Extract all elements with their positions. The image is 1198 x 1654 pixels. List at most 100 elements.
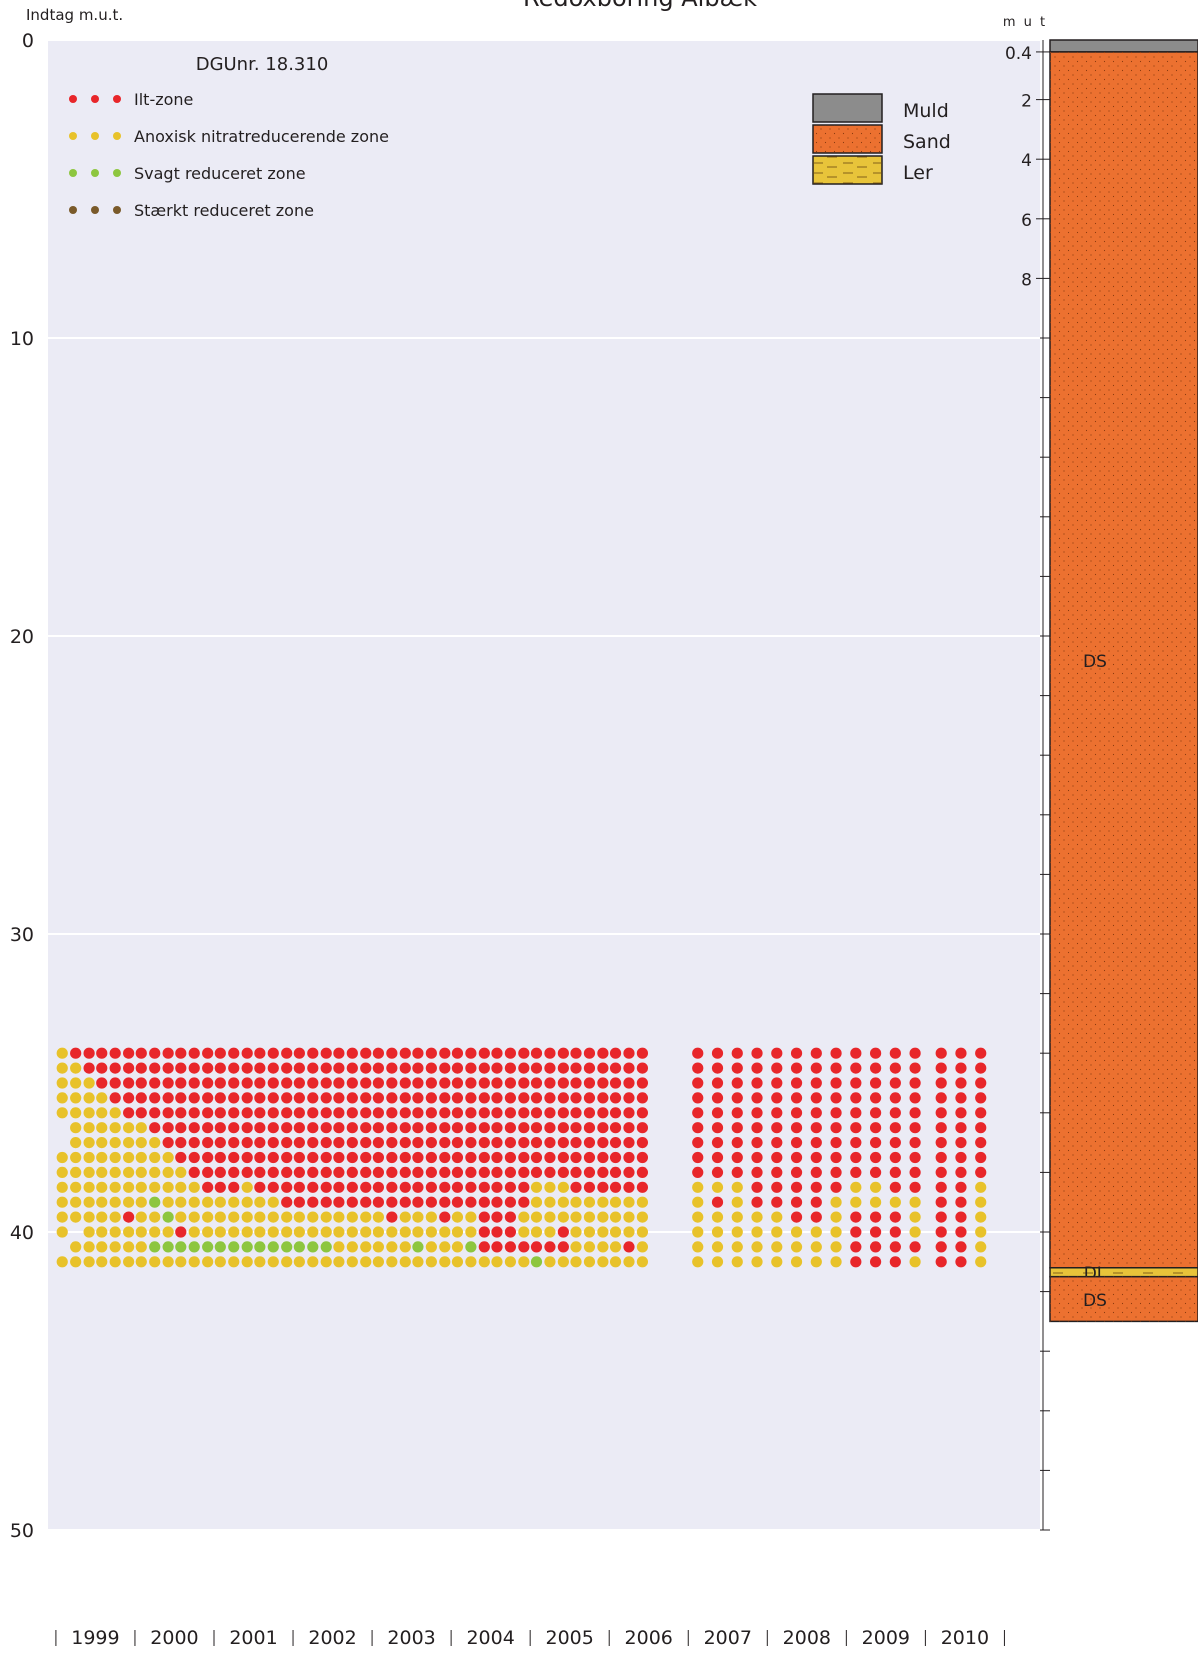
zone-dot	[254, 1166, 266, 1178]
zone-dot	[109, 1256, 121, 1268]
zone-dot	[241, 1226, 253, 1238]
zone-dot	[281, 1062, 293, 1074]
zone-dot	[346, 1151, 358, 1164]
zone-dot	[399, 1107, 411, 1119]
zone-dot	[412, 1196, 424, 1208]
zone-dot	[830, 1047, 842, 1059]
zone-dot	[850, 1196, 862, 1208]
zone-dot	[83, 1077, 95, 1089]
legend-dot	[91, 132, 99, 140]
zone-dot	[692, 1092, 704, 1104]
zone-dot	[751, 1256, 763, 1268]
legend-label: Stærkt reduceret zone	[134, 201, 314, 220]
zone-dot	[751, 1122, 763, 1134]
zone-dot	[162, 1241, 174, 1253]
zone-dot	[320, 1047, 332, 1059]
zone-dot	[254, 1181, 266, 1193]
zone-dot	[56, 1092, 68, 1104]
zone-dot	[692, 1241, 704, 1253]
zone-dot	[360, 1062, 372, 1074]
zone-dot	[307, 1166, 319, 1178]
zone-dot	[399, 1211, 411, 1223]
zone-dot	[83, 1241, 95, 1253]
zone-dot	[597, 1077, 609, 1089]
zone-dot	[439, 1107, 451, 1119]
zone-dot	[830, 1196, 842, 1208]
zone-dot	[149, 1062, 161, 1074]
zone-dot	[123, 1151, 135, 1164]
zone-dot	[333, 1077, 345, 1089]
zone-dot	[360, 1241, 372, 1253]
zone-dot	[360, 1092, 372, 1104]
legend-dot	[91, 169, 99, 177]
zone-dot	[830, 1151, 842, 1164]
zone-dot	[254, 1196, 266, 1208]
x-tick-label: 2005	[546, 1627, 594, 1649]
log-tick-label: 4	[1021, 151, 1032, 171]
zone-dot	[293, 1062, 305, 1074]
zone-dot	[83, 1196, 95, 1208]
zone-dot	[465, 1047, 477, 1059]
zone-dot	[465, 1256, 477, 1268]
zone-dot	[451, 1226, 464, 1238]
zone-dot	[162, 1211, 174, 1223]
zone-dot	[597, 1107, 609, 1119]
zone-dot	[771, 1151, 783, 1164]
zone-dot	[530, 1137, 543, 1149]
zone-dot	[935, 1077, 947, 1089]
zone-dot	[386, 1196, 398, 1208]
zone-dot	[346, 1181, 358, 1193]
zone-dot	[570, 1241, 582, 1253]
zone-dot	[109, 1107, 121, 1119]
zone-dot	[188, 1092, 200, 1104]
zone-dot	[465, 1092, 477, 1104]
zone-dot	[333, 1256, 345, 1268]
zone-dot	[175, 1181, 187, 1193]
zone-dot	[333, 1166, 345, 1178]
zone-dot	[241, 1062, 253, 1074]
zone-dot	[293, 1196, 305, 1208]
zone-dot	[889, 1137, 901, 1149]
zone-dot	[135, 1196, 147, 1208]
zone-dot	[333, 1047, 345, 1059]
zone-dot	[478, 1137, 490, 1149]
zone-dot	[975, 1047, 987, 1059]
zone-dot	[320, 1166, 332, 1178]
zone-dot	[544, 1226, 556, 1238]
zone-dot	[609, 1062, 622, 1074]
zone-dot	[504, 1047, 517, 1059]
annotation: DGUnr. 18.310	[196, 54, 329, 75]
zone-dot	[372, 1107, 385, 1119]
zone-dot	[425, 1151, 437, 1164]
zone-dot	[518, 1181, 530, 1193]
zone-dot	[188, 1151, 200, 1164]
zone-dot	[491, 1062, 503, 1074]
zone-dot	[570, 1062, 582, 1074]
zone-dot	[372, 1226, 385, 1238]
zone-dot	[188, 1107, 200, 1119]
zone-dot	[478, 1151, 490, 1164]
zone-dot	[202, 1107, 214, 1119]
zone-dot	[889, 1062, 901, 1074]
zone-dot	[544, 1181, 556, 1193]
zone-dot	[175, 1062, 187, 1074]
zone-dot	[320, 1226, 332, 1238]
zone-dot	[478, 1181, 490, 1193]
zone-dot	[202, 1256, 214, 1268]
zone-dot	[293, 1256, 305, 1268]
log-texture	[1050, 51, 1198, 1268]
zone-dot	[557, 1211, 569, 1223]
zone-dot	[692, 1211, 704, 1223]
zone-dot	[346, 1241, 358, 1253]
zone-dot	[909, 1107, 921, 1119]
zone-dot	[83, 1166, 95, 1178]
zone-dot	[425, 1211, 437, 1223]
zone-dot	[609, 1196, 622, 1208]
zone-dot	[254, 1092, 266, 1104]
zone-dot	[56, 1226, 68, 1238]
zone-dot	[175, 1107, 187, 1119]
zone-dot	[955, 1137, 967, 1149]
y-axis-label: Indtag m.u.t.	[26, 6, 123, 24]
zone-dot	[267, 1226, 279, 1238]
